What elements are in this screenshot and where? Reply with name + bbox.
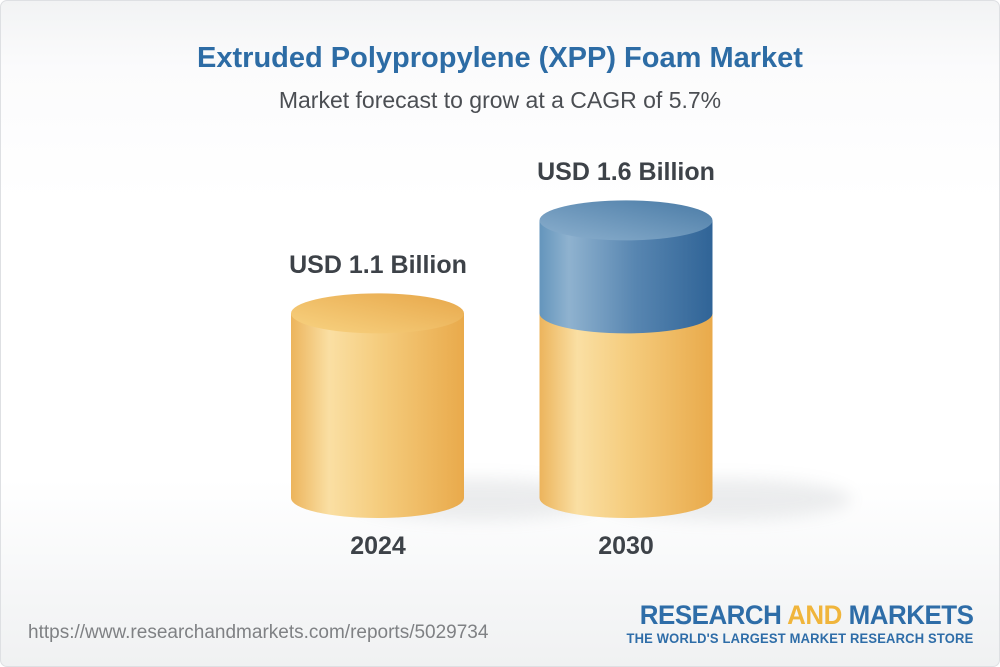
bar-2030-top-cap [539,200,713,241]
brand-logo-tagline: THE WORLD'S LARGEST MARKET RESEARCH STOR… [626,631,973,646]
value-label-2024: USD 1.1 Billion [289,251,467,280]
bar-2024-top-cap [291,293,464,334]
logo-word-and: AND [786,600,842,630]
brand-logo: RESEARCH AND MARKETS THE WORLD'S LARGEST… [626,600,973,648]
logo-word-research: RESEARCH [639,600,781,630]
brand-logo-wordmark: RESEARCH AND MARKETS [626,600,973,630]
axis-label-2030: 2030 [598,532,654,560]
bar-2030-segment-growth [539,220,713,334]
value-label-2030: USD 1.6 Billion [537,158,715,187]
page-subtitle: Market forecast to grow at a CAGR of 5.7… [278,87,722,113]
bar-2030-segment-base [539,313,713,518]
logo-word-markets: MARKETS [848,600,973,630]
report-url[interactable]: https://www.researchandmarkets.com/repor… [28,622,489,643]
page-title: Extruded Polypropylene (XPP) Foam Market [197,42,803,74]
bar-2024-segment-base [291,313,464,518]
axis-label-2024: 2024 [350,532,406,560]
